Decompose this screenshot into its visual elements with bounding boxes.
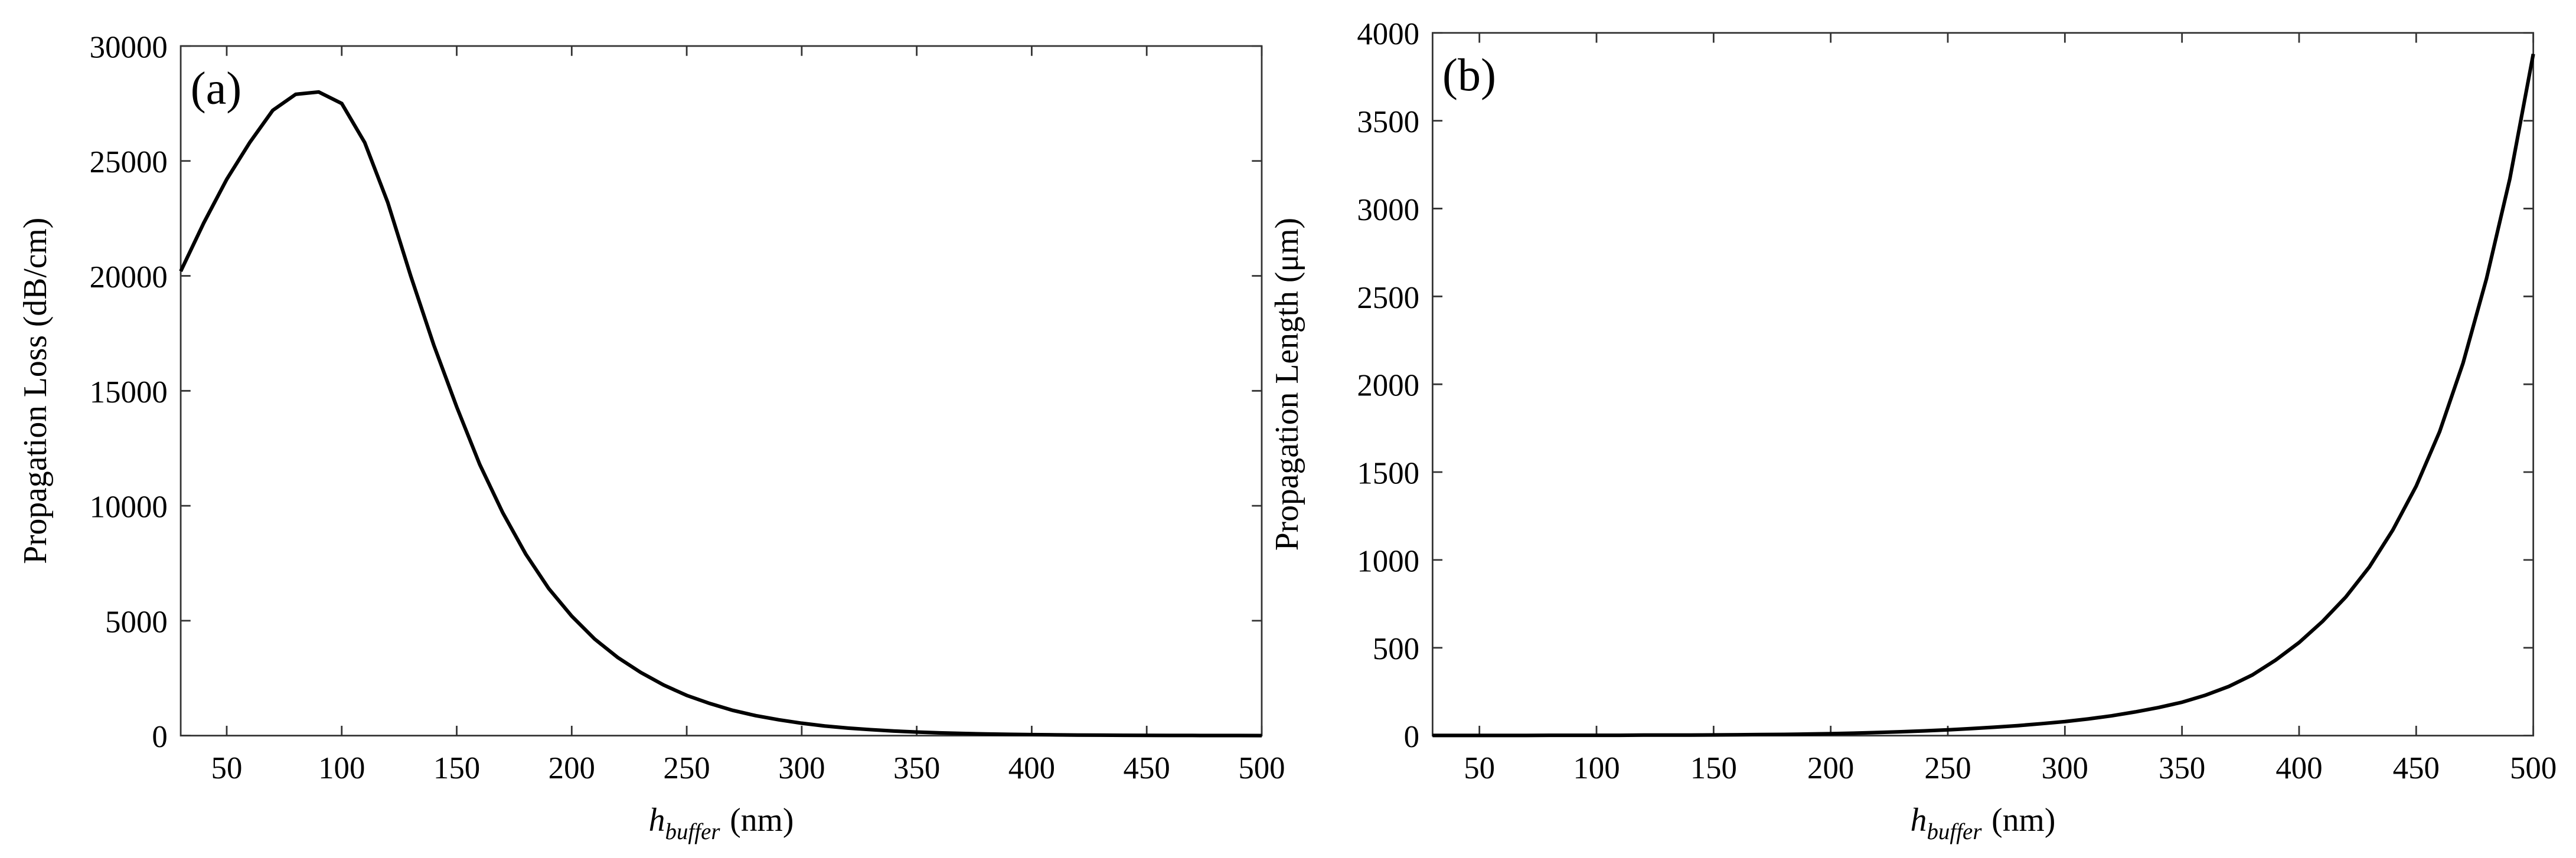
x-tick-label: 50 [1464,751,1495,785]
y-tick-label: 0 [152,720,167,754]
x-tick-label: 350 [2159,751,2205,785]
plot-frame [1431,32,2535,737]
y-tick-label: 1000 [1357,544,1419,578]
x-tick-label: 100 [1573,751,1620,785]
y-tick-label: 2500 [1357,281,1419,315]
x-label-sub: buffer [665,819,721,844]
x-tick-label: 400 [2275,751,2322,785]
y-tick-label: 25000 [90,145,168,179]
y-axis-label: Propagation Loss (dB/cm) [17,218,54,564]
y-tick-label: 3500 [1357,105,1419,139]
data-line [1432,53,2535,738]
x-tick-label: 400 [1008,751,1055,785]
x-tick-label: 250 [1924,751,1971,785]
y-tick-label: 5000 [105,605,168,639]
plot-frame [179,45,1263,737]
panel-label: (b) [1442,50,1496,100]
x-tick-label: 50 [211,751,243,785]
x-label-sub: buffer [1927,819,1982,844]
y-tick-label: 1500 [1357,457,1419,491]
x-tick-label: 300 [2042,751,2088,785]
x-label-unit: (nm) [730,802,794,839]
x-tick-label: 450 [1124,751,1170,785]
x-tick-label: 300 [778,751,825,785]
y-tick-label: 500 [1373,632,1419,666]
x-tick-label: 250 [663,751,710,785]
x-tick-label: 200 [1807,751,1854,785]
x-tick-label: 500 [2510,751,2557,785]
panel-label: (a) [191,63,241,113]
y-tick-label: 30000 [90,30,168,64]
y-tick-label: 3000 [1357,193,1419,227]
x-tick-label: 350 [893,751,940,785]
y-axis-label: Propagation Length (μm) [1269,218,1305,551]
y-tick-label: 20000 [90,260,168,294]
data-line [179,90,1262,738]
x-label-main: h [649,802,665,839]
x-tick-label: 450 [2393,751,2440,785]
x-tick-label: 100 [318,751,365,785]
x-tick-label: 150 [1690,751,1737,785]
y-tick-label: 0 [1404,720,1419,754]
x-label-unit: (nm) [1991,802,2055,839]
y-tick-label: 15000 [90,375,168,410]
x-label-main: h [1911,802,1927,839]
x-tick-label: 500 [1238,751,1285,785]
x-tick-label: 200 [548,751,595,785]
y-tick-label: 10000 [90,490,168,525]
x-axis-label: hbuffer (nm) [1911,802,2056,844]
x-axis-label: hbuffer (nm) [649,802,794,844]
y-tick-label: 4000 [1357,17,1419,51]
y-tick-label: 2000 [1357,369,1419,403]
x-tick-label: 150 [433,751,480,785]
